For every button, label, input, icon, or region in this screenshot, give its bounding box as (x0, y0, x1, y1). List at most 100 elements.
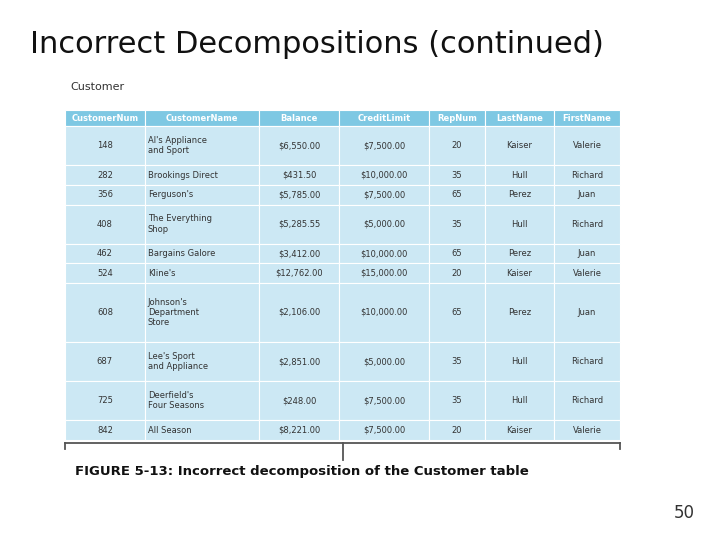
Text: 20: 20 (451, 426, 462, 435)
Text: 35: 35 (451, 171, 462, 180)
Text: 725: 725 (97, 396, 113, 405)
Text: Valerie: Valerie (572, 426, 601, 435)
Text: Hull: Hull (511, 220, 528, 228)
Bar (259, 110, 339, 126)
Text: 65: 65 (451, 190, 462, 199)
Bar (429, 205, 485, 244)
Bar (145, 205, 259, 244)
Bar (485, 244, 554, 264)
Text: Ferguson's: Ferguson's (148, 190, 193, 199)
Bar (429, 126, 485, 165)
Text: 65: 65 (451, 308, 462, 317)
Bar (554, 126, 620, 165)
Bar (485, 342, 554, 381)
Bar (554, 110, 620, 126)
Bar (485, 205, 554, 244)
Bar (554, 165, 620, 185)
Text: Richard: Richard (571, 220, 603, 228)
Text: 65: 65 (451, 249, 462, 258)
Bar (145, 342, 259, 381)
Text: 35: 35 (451, 220, 462, 228)
Bar (485, 381, 554, 420)
Text: CustomerName: CustomerName (166, 113, 238, 123)
Bar (145, 283, 259, 342)
Bar (259, 185, 339, 205)
Bar (429, 283, 485, 342)
Bar (145, 126, 259, 165)
Text: $7,500.00: $7,500.00 (363, 190, 405, 199)
Text: Juan: Juan (578, 308, 596, 317)
Text: Kaiser: Kaiser (506, 141, 532, 150)
Text: 35: 35 (451, 357, 462, 366)
Text: The Everything
Shop: The Everything Shop (148, 214, 212, 234)
Bar (65, 205, 145, 244)
Bar (65, 420, 145, 440)
Text: FirstName: FirstName (562, 113, 611, 123)
Text: 524: 524 (97, 269, 113, 278)
Bar (429, 185, 485, 205)
Bar (485, 110, 554, 126)
Bar (485, 126, 554, 165)
Text: $12,762.00: $12,762.00 (275, 269, 323, 278)
Bar (429, 244, 485, 264)
Text: Valerie: Valerie (572, 269, 601, 278)
Text: 148: 148 (97, 141, 113, 150)
Bar (339, 205, 429, 244)
Text: CreditLimit: CreditLimit (358, 113, 410, 123)
Text: $7,500.00: $7,500.00 (363, 141, 405, 150)
Text: Customer: Customer (70, 82, 124, 92)
Text: 20: 20 (451, 141, 462, 150)
Bar (339, 126, 429, 165)
Text: Hull: Hull (511, 396, 528, 405)
Bar (65, 165, 145, 185)
Text: $6,550.00: $6,550.00 (278, 141, 320, 150)
Text: 50: 50 (674, 504, 695, 522)
Bar (145, 165, 259, 185)
Text: $431.50: $431.50 (282, 171, 316, 180)
Text: Kline's: Kline's (148, 269, 175, 278)
Bar (429, 165, 485, 185)
Text: Incorrect Decompositions (continued): Incorrect Decompositions (continued) (30, 30, 604, 59)
Text: Perez: Perez (508, 308, 531, 317)
Text: Bargains Galore: Bargains Galore (148, 249, 215, 258)
Bar (259, 264, 339, 283)
Bar (429, 381, 485, 420)
Text: RepNum: RepNum (437, 113, 477, 123)
Bar (485, 185, 554, 205)
Text: 20: 20 (451, 269, 462, 278)
Text: $8,221.00: $8,221.00 (278, 426, 320, 435)
Bar (485, 420, 554, 440)
Bar (145, 244, 259, 264)
Text: $5,000.00: $5,000.00 (363, 220, 405, 228)
Bar (259, 283, 339, 342)
Bar (485, 264, 554, 283)
Text: Kaiser: Kaiser (506, 269, 532, 278)
Bar (485, 165, 554, 185)
Text: $5,285.55: $5,285.55 (278, 220, 320, 228)
Text: 356: 356 (97, 190, 113, 199)
Text: 35: 35 (451, 396, 462, 405)
Text: $248.00: $248.00 (282, 396, 316, 405)
Text: Juan: Juan (578, 249, 596, 258)
Bar (429, 110, 485, 126)
Text: $2,106.00: $2,106.00 (278, 308, 320, 317)
Text: All Season: All Season (148, 426, 192, 435)
Text: $5,785.00: $5,785.00 (278, 190, 320, 199)
Bar (65, 126, 145, 165)
Text: $10,000.00: $10,000.00 (361, 171, 408, 180)
Text: $7,500.00: $7,500.00 (363, 426, 405, 435)
Text: Richard: Richard (571, 357, 603, 366)
Bar (145, 110, 259, 126)
Text: Balance: Balance (281, 113, 318, 123)
Text: Johnson's
Department
Store: Johnson's Department Store (148, 298, 199, 327)
Text: CustomerNum: CustomerNum (71, 113, 138, 123)
Text: $15,000.00: $15,000.00 (361, 269, 408, 278)
Text: Juan: Juan (578, 190, 596, 199)
Text: $2,851.00: $2,851.00 (278, 357, 320, 366)
Bar (65, 244, 145, 264)
Bar (429, 264, 485, 283)
Text: Brookings Direct: Brookings Direct (148, 171, 217, 180)
Text: Kaiser: Kaiser (506, 426, 532, 435)
Text: LastName: LastName (496, 113, 543, 123)
Bar (65, 264, 145, 283)
